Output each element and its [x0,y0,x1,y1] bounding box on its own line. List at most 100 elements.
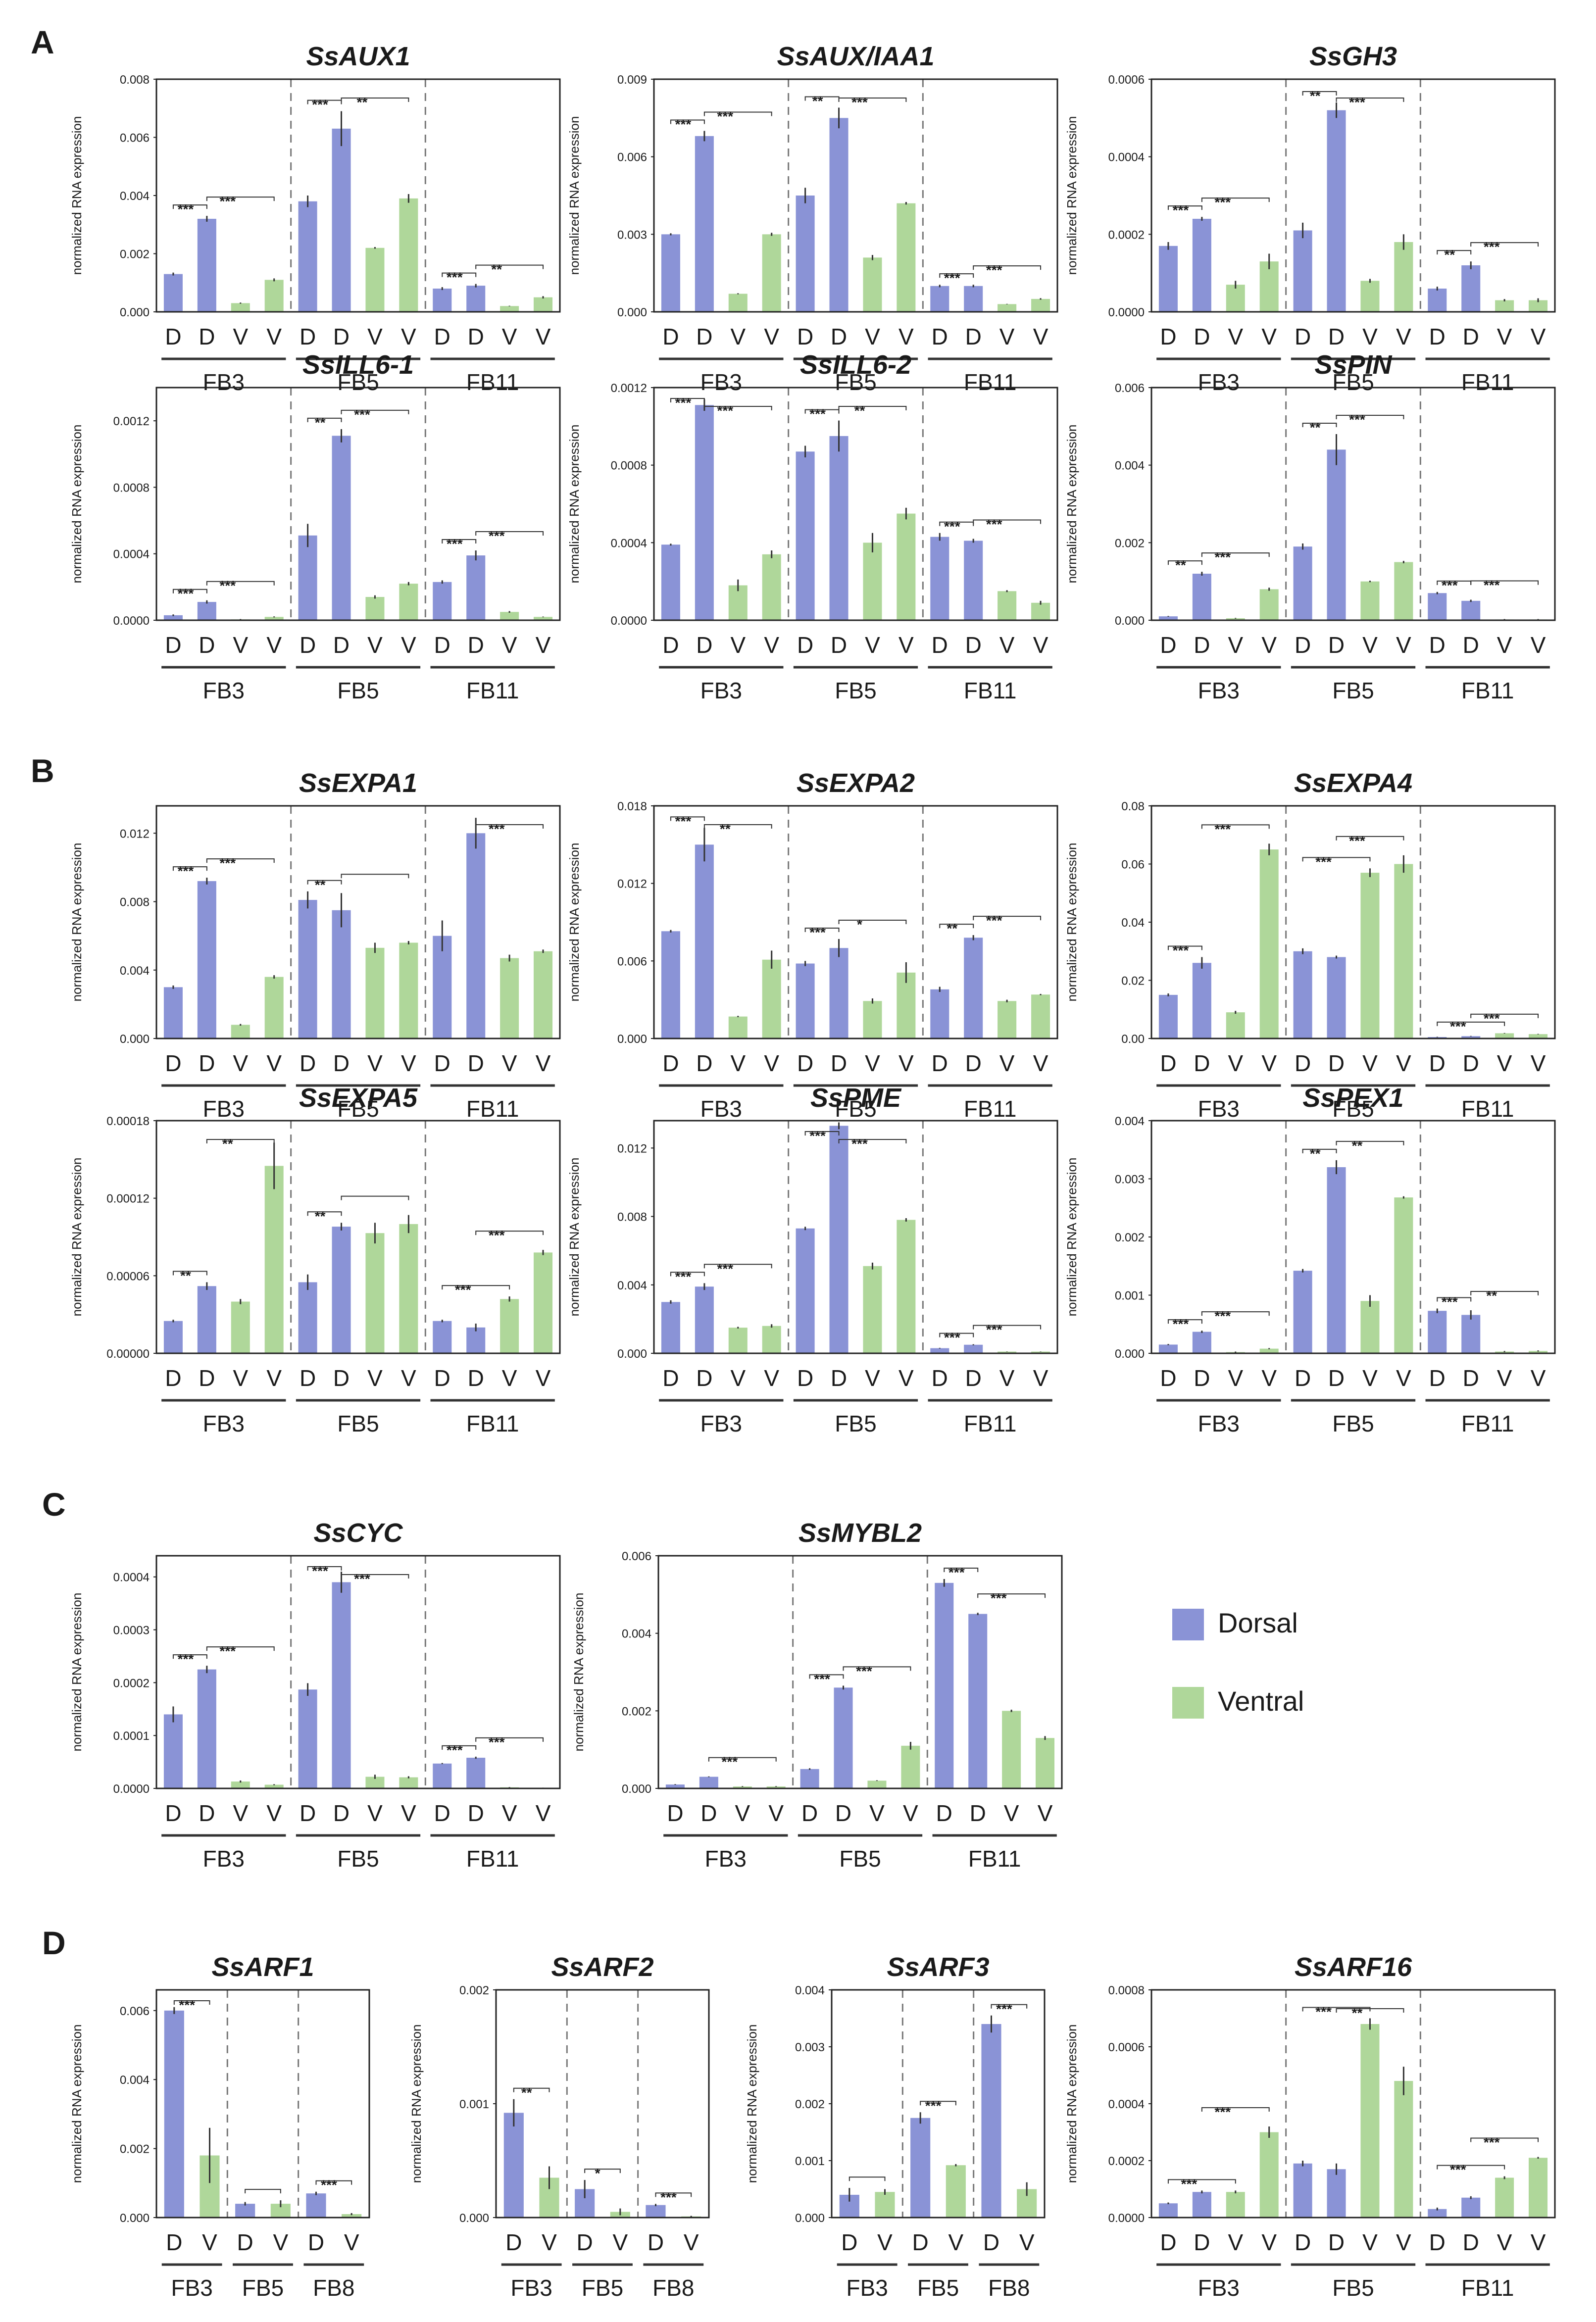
bar-label: V [233,632,248,658]
bar-label: D [166,2229,182,2255]
bar-label: D [983,2229,999,2255]
significance-label: ** [947,921,957,936]
bar-label: D [165,1800,181,1826]
y-tick-label: 0.006 [617,955,647,968]
group-label: FB3 [171,2275,212,2301]
bar-label: D [468,1800,484,1826]
significance-label: ** [315,415,326,430]
group-label: FB5 [242,2275,284,2301]
significance-bracket [1470,2137,1539,2142]
significance-label: *** [219,578,236,593]
group-label: FB3 [705,1846,747,1872]
chart-title: SsCYC [313,1518,403,1548]
bar-dorsal [661,1302,680,1353]
bar-dorsal [332,910,351,1038]
group-label: FB3 [1198,1411,1240,1436]
significance-label: *** [447,270,463,285]
y-axis-label: normalized RNA expression [69,116,84,275]
significance-label: *** [1214,2104,1231,2120]
bar-label: V [764,324,779,349]
bar-label: V [1261,1365,1277,1391]
significance-label: *** [986,913,1002,928]
bar-label: D [965,324,982,349]
bar-dorsal [968,1614,988,1788]
group-label: FB11 [466,1846,519,1872]
chart-sspin: SsPIN normalized RNA expression 0.000 0.002… [1064,350,1556,703]
significance-label: *** [721,1754,738,1770]
significance-bracket [1201,198,1270,202]
bar-ventral [728,294,748,312]
bar-ventral [534,617,553,620]
bar-label: D [970,1800,986,1826]
significance-label: *** [489,821,505,837]
bar-label: V [266,1050,282,1076]
y-tick-label: 0.0004 [1108,151,1145,164]
bar-label: D [965,1050,982,1076]
y-tick-label: 0.000 [459,2212,489,2225]
group-label: FB5 [337,1096,379,1122]
bar-label: V [1531,1365,1546,1391]
bar-dorsal [433,582,452,620]
significance-bracket [655,2192,692,2197]
bar-dorsal [665,1784,685,1788]
bar-label: V [730,1050,746,1076]
significance-bracket [1167,1319,1202,1324]
y-tick-label: 0.004 [617,1279,647,1292]
bar-label: V [764,1365,779,1391]
y-tick-label: 0.002 [795,2098,825,2111]
group-label: FB5 [337,678,379,703]
significance-label: *** [1484,577,1500,593]
y-tick-label: 0.012 [617,1142,647,1155]
bar-label: D [434,324,450,349]
significance-label: *** [219,1643,236,1659]
bar-dorsal [1158,246,1178,312]
y-tick-label: 0.0006 [1108,2041,1145,2054]
significance-bracket [172,589,207,593]
bar-label: V [502,1365,517,1391]
significance-label: *** [1450,1019,1466,1034]
significance-label: *** [312,1563,328,1579]
bar-label: V [1261,632,1277,658]
significance-bracket [838,406,907,410]
chart-sspme: SsPME normalized RNA expression 0.000 0.004… [567,1083,1058,1436]
significance-bracket [804,409,840,414]
y-axis-label: normalized RNA expression [1064,1158,1079,1317]
significance-label: *** [986,262,1002,278]
chart-ssexpa5: SsEXPA5 normalized RNA expression 0.00000 0… [69,1083,561,1436]
bar-dorsal [935,1582,954,1788]
y-tick-label: 0.02 [1121,975,1145,988]
y-tick-label: 0.001 [459,2098,489,2111]
bar-label: V [1362,2229,1378,2255]
bar-label: D [434,1800,450,1826]
significance-label: *** [489,1228,505,1243]
bar-dorsal [800,1769,819,1788]
y-tick-label: 0.002 [1115,537,1145,550]
bar-label: V [869,1800,885,1826]
bar-label: D [468,1365,484,1391]
bar-ventral [1226,1012,1245,1038]
y-tick-label: 0.004 [120,2074,150,2087]
y-tick-label: 0.0000 [1108,2212,1145,2225]
bar-ventral [231,303,250,312]
bar-dorsal [796,963,815,1038]
significance-label: ** [222,1136,233,1151]
bar-dorsal [661,544,680,620]
y-tick-label: 0.001 [1115,1289,1145,1303]
bar-dorsal [1461,600,1481,620]
bar-label: V [612,2229,628,2255]
group-label: FB11 [466,369,519,395]
bar-label: V [735,1800,750,1826]
group-label: FB3 [1198,678,1240,703]
y-tick-label: 0.0002 [113,1677,150,1690]
y-tick-label: 0.000 [120,2212,150,2225]
bar-ventral [1226,618,1245,620]
y-tick-label: 0.00018 [106,1115,150,1128]
bar-dorsal [163,615,183,620]
significance-label: *** [354,407,370,422]
chart-title: SsARF16 [1295,1952,1412,1982]
plot-frame [1150,1989,1556,2219]
plot-frame [653,387,1058,621]
significance-bracket [1336,415,1404,419]
y-axis-label: normalized RNA expression [1064,843,1079,1002]
bar-label: V [865,632,880,658]
